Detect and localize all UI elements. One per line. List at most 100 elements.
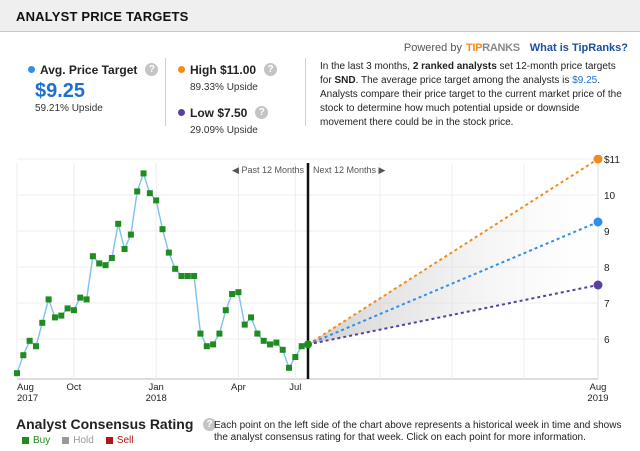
forecast-point-high (593, 155, 603, 164)
buy-rating-point (292, 354, 299, 360)
header-bar: ANALYST PRICE TARGETS (0, 0, 640, 32)
buy-rating-point (127, 231, 134, 238)
divider (305, 58, 306, 126)
help-icon[interactable]: ? (255, 106, 269, 120)
rating-markers (14, 170, 312, 377)
buy-rating-point (32, 343, 39, 350)
buy-rating-point (64, 305, 71, 312)
buy-rating-point (235, 289, 242, 296)
x-tick-label: Aug (17, 382, 34, 393)
y-tick-label: 9 (604, 227, 610, 238)
buy-rating-point (197, 330, 204, 337)
buy-rating-point (254, 330, 261, 337)
rating-legend-hold: Hold (62, 435, 94, 446)
y-tick-label: $11 (604, 155, 620, 166)
buy-rating-point (279, 346, 286, 353)
tipranks-logo: TIPRANKS (465, 42, 520, 54)
past-12-months-label: ◀ Past 12 Months (232, 165, 304, 175)
buy-rating-point (146, 190, 153, 197)
rating-legend-sell: Sell (105, 435, 134, 446)
buy-rating-point (191, 273, 198, 279)
avg-target-block: Avg. Price Target? $9.25 59.21% Upside (28, 61, 159, 114)
y-tick-label: 7 (604, 299, 610, 310)
buy-rating-point (210, 341, 217, 348)
buy-rating-point (70, 307, 77, 314)
help-icon[interactable]: ? (145, 63, 159, 77)
buy-rating-point (153, 197, 160, 204)
page-title: ANALYST PRICE TARGETS (16, 9, 189, 24)
buy-rating-point (159, 226, 166, 233)
rating-swatch-icon (105, 436, 113, 444)
buy-rating-point (102, 262, 109, 269)
buy-rating-point (89, 253, 96, 260)
x-tick-label: Apr (231, 382, 246, 393)
y-tick-label: 10 (604, 191, 616, 202)
avg-label: Avg. Price Target (40, 63, 138, 77)
buy-rating-point (241, 321, 248, 328)
rating-swatch-icon (22, 436, 29, 444)
buy-rating-point (39, 319, 46, 326)
price-target-chart[interactable]: ◀ Past 12 Months Next 12 Months ▶ $11 10 9 8 7… (0, 155, 640, 407)
consensus-description: Each point on the left side of the chart… (214, 420, 622, 443)
x-tick-label: Aug (590, 382, 607, 393)
buy-rating-point (140, 170, 147, 177)
buy-rating-point (178, 273, 185, 279)
x-tick-year-label: 2018 (146, 393, 167, 404)
x-tick-label: Jul (289, 382, 301, 393)
high-upside: 89.33% Upside (190, 82, 258, 93)
buy-rating-point (96, 260, 103, 267)
buy-rating-point (115, 220, 122, 227)
rating-swatch-icon (62, 436, 70, 444)
forecast-line-low (307, 284, 599, 346)
low-upside: 29.09% Upside (190, 125, 258, 136)
powered-by: Powered by TIPRANKS What is TipRanks? (404, 42, 628, 54)
y-tick-label: 6 (604, 335, 610, 346)
buy-rating-point (172, 265, 179, 272)
consensus-title: Analyst Consensus Rating (16, 416, 194, 432)
next-12-months-label: Next 12 Months ▶ (313, 165, 386, 175)
x-tick-year-label: 2017 (17, 393, 38, 404)
low-dot-icon (178, 109, 185, 117)
buy-rating-point (267, 341, 274, 348)
avg-dot-icon (28, 66, 35, 74)
what-is-tipranks-link[interactable]: What is TipRanks? (529, 42, 628, 54)
avg-value: $9.25 (35, 80, 86, 102)
buy-rating-point (216, 330, 223, 337)
x-tick-year-label: 2019 (587, 393, 608, 404)
low-label: Low $7.50 (190, 106, 248, 120)
rating-legend: Buy Hold Sell (22, 435, 134, 446)
buy-rating-point (26, 337, 33, 344)
buy-rating-point (20, 352, 27, 359)
high-low-block: High $11.00? 89.33% Upside Low $7.50? 29… (178, 61, 278, 136)
buy-rating-point (14, 370, 20, 377)
buy-rating-point (286, 364, 293, 371)
price-target-description: In the last 3 months, 2 ranked analysts … (320, 61, 622, 128)
buy-rating-point (222, 307, 229, 314)
buy-rating-point (298, 343, 305, 350)
buy-rating-point (121, 246, 128, 252)
high-dot-icon (178, 66, 185, 74)
help-icon[interactable]: ? (264, 63, 278, 77)
buy-rating-point (134, 188, 141, 195)
buy-rating-point (273, 339, 280, 346)
forecast-line-avg (307, 221, 599, 346)
forecast-point-avg (593, 217, 603, 227)
buy-rating-point (51, 314, 58, 321)
buy-rating-point (45, 296, 52, 303)
buy-rating-point (77, 294, 84, 301)
buy-rating-point (108, 255, 115, 261)
x-tick-label: Oct (67, 382, 82, 393)
buy-rating-point (248, 314, 255, 321)
buy-rating-point (229, 291, 236, 297)
avg-upside: 59.21% Upside (35, 103, 103, 114)
buy-rating-point (83, 296, 90, 303)
x-tick-label: Jan (149, 382, 164, 393)
buy-rating-point (165, 249, 172, 256)
forecast-point-low (593, 280, 603, 290)
y-tick-label: 8 (604, 263, 610, 274)
buy-rating-point (260, 337, 267, 344)
axis-labels: ◀ Past 12 Months Next 12 Months ▶ $11 10 9 8 7… (17, 155, 620, 404)
forecast-lines (307, 155, 603, 346)
current-price-point (304, 340, 312, 349)
help-icon[interactable]: ? (203, 418, 216, 431)
